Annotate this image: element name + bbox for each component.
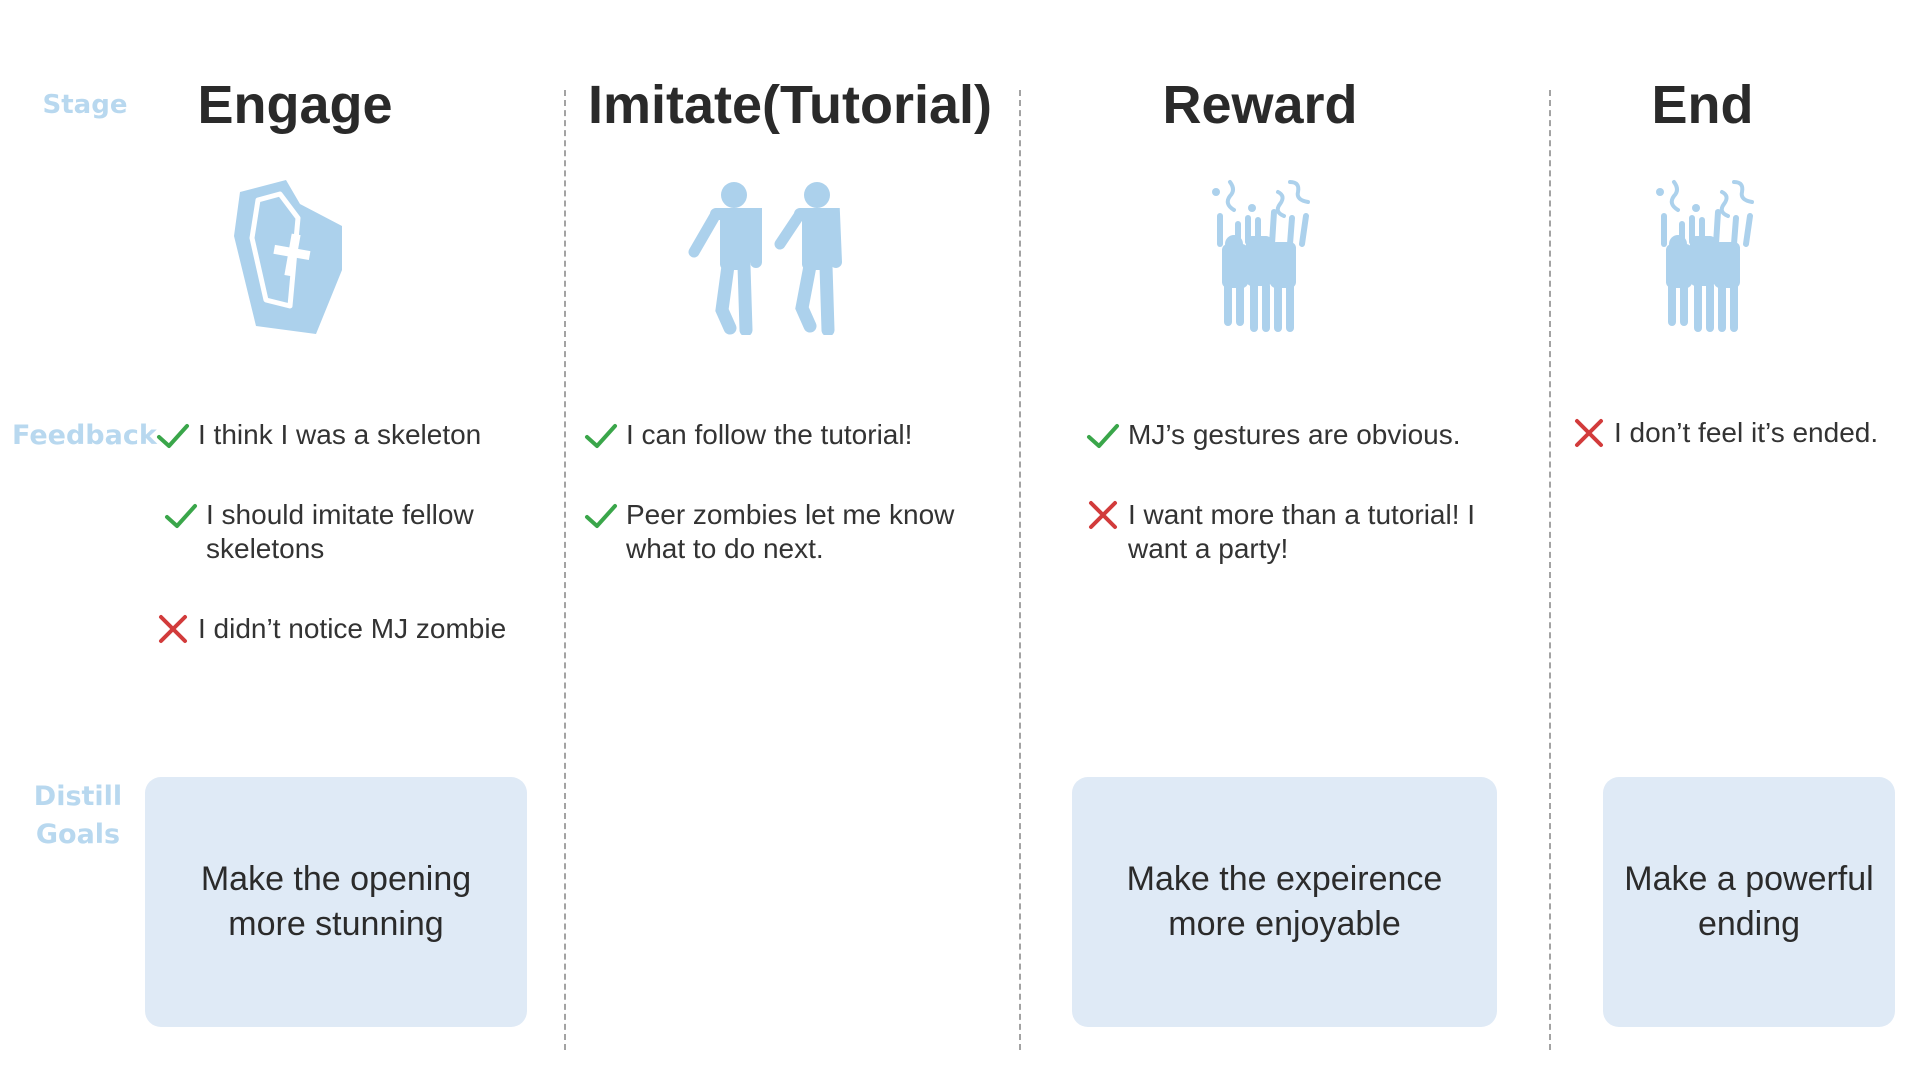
- row-label-stage: Stage: [42, 90, 128, 120]
- checkmark-icon: [165, 504, 197, 528]
- zombie-crowd-icon: [1656, 180, 1754, 332]
- feedback-item: MJ’s gestures are obvious.: [1086, 418, 1506, 452]
- stage-title-reward: Reward: [1162, 75, 1358, 135]
- goal-text: Make a powerful ending: [1624, 860, 1874, 943]
- stage-divider-3: [1549, 90, 1551, 1050]
- row-label-distill-goals: Distill Goals: [28, 778, 128, 854]
- feedback-text: MJ’s gestures are obvious.: [1128, 419, 1461, 450]
- feedback-item: I want more than a tutorial! I want a pa…: [1086, 498, 1506, 566]
- goal-card-end: Make a powerful ending: [1603, 777, 1895, 1027]
- checkmark-icon: [1087, 424, 1119, 448]
- checkmark-icon: [585, 504, 617, 528]
- zombie-crowd-icon: [1212, 180, 1310, 332]
- stage-title-end: End: [1651, 75, 1754, 135]
- coffin-icon: [234, 180, 342, 334]
- stage-divider-1: [564, 90, 566, 1050]
- feedback-text: I didn’t notice MJ zombie: [198, 613, 507, 644]
- checkmark-icon: [585, 424, 617, 448]
- stage-title-imitate: Imitate(Tutorial): [588, 75, 992, 135]
- feedback-item: I should imitate fellow skeletons: [164, 498, 524, 566]
- stage-title-engage: Engage: [197, 75, 393, 135]
- feedback-text: I think I was a skeleton: [198, 419, 482, 450]
- feedback-item: Peer zombies let me know what to do next…: [584, 498, 984, 566]
- row-label-goals: Goals: [35, 819, 121, 850]
- goal-card-engage: Make the opening more stunning: [145, 777, 527, 1027]
- row-label-feedback: Feedback: [12, 420, 157, 451]
- feedback-item: I can follow the tutorial!: [584, 418, 1004, 452]
- checkmark-icon: [157, 424, 189, 448]
- row-label-distill: Distill: [33, 781, 123, 812]
- stage-divider-2: [1019, 90, 1021, 1050]
- feedback-item: I think I was a skeleton: [156, 418, 536, 452]
- goal-text: Make the expeirence more enjoyable: [1126, 860, 1443, 943]
- feedback-text: I don’t feel it’s ended.: [1614, 417, 1879, 448]
- feedback-item: I don’t feel it’s ended.: [1572, 416, 1918, 450]
- feedback-text: I should imitate fellow skeletons: [206, 499, 474, 564]
- cross-icon: [1089, 501, 1117, 529]
- feedback-item: I didn’t notice MJ zombie: [156, 612, 556, 646]
- two-zombies-icon: [688, 182, 842, 335]
- cross-icon: [159, 615, 187, 643]
- feedback-text: I want more than a tutorial! I want a pa…: [1128, 499, 1476, 564]
- feedback-text: I can follow the tutorial!: [626, 419, 913, 450]
- goal-card-reward: Make the expeirence more enjoyable: [1072, 777, 1497, 1027]
- cross-icon: [1575, 419, 1603, 447]
- goal-text: Make the opening more stunning: [200, 860, 472, 943]
- feedback-text: Peer zombies let me know what to do next…: [626, 499, 955, 564]
